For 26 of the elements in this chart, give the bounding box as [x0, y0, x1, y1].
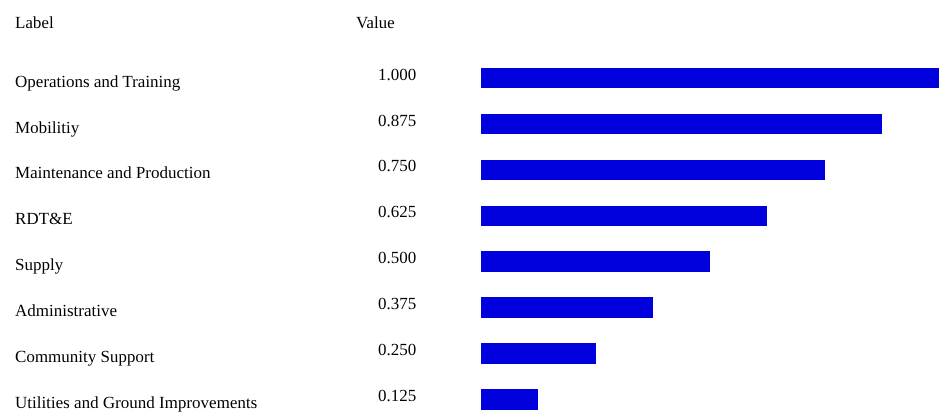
- data-label: 1.000: [378, 65, 416, 84]
- y-tick-label: Supply: [15, 255, 64, 274]
- text: Value: [356, 13, 395, 32]
- y-tick-label: Utilities and Ground Improvements: [15, 393, 258, 412]
- y-tick-label: Maintenance and Production: [15, 163, 211, 182]
- bar: [480, 68, 939, 88]
- y-tick-label: Administrative: [15, 301, 117, 320]
- bar: [480, 206, 767, 226]
- bar: [480, 114, 882, 134]
- data-label: 0.750: [378, 156, 416, 175]
- data-label: 0.250: [378, 340, 416, 359]
- y-tick-label: Operations and Training: [15, 72, 181, 91]
- data-label: 0.625: [378, 202, 416, 221]
- bar: [480, 389, 538, 410]
- bar: [480, 160, 825, 180]
- text: Label: [15, 13, 54, 32]
- y-tick-label: Community Support: [15, 347, 155, 366]
- y-tick-label: RDT&E: [15, 209, 73, 228]
- data-label: 0.375: [378, 294, 416, 313]
- y-tick-label: Mobilitiy: [15, 118, 80, 137]
- data-label: 0.500: [378, 248, 416, 267]
- bar: [480, 297, 653, 318]
- data-label: 0.125: [378, 386, 416, 405]
- data-label: 0.875: [378, 111, 416, 130]
- bar: [480, 343, 596, 364]
- bar: [480, 251, 710, 272]
